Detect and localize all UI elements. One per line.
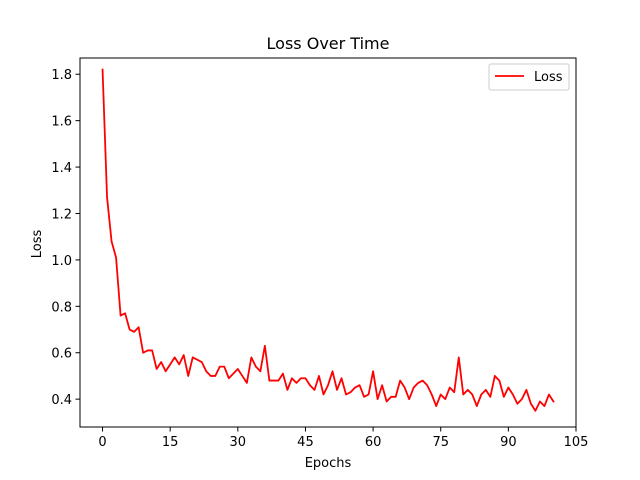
legend-box <box>488 63 570 91</box>
y-tick-label: 1.8 <box>51 68 72 83</box>
series-line-loss <box>101 68 555 412</box>
x-tick-label: 75 <box>432 435 449 450</box>
x-tick-label: 60 <box>365 435 382 450</box>
y-tick-label: 1.0 <box>51 254 72 269</box>
legend-label-loss: Loss <box>534 70 563 85</box>
y-tick-label: 1.4 <box>51 161 72 176</box>
x-tick-label: 0 <box>98 435 106 450</box>
x-tick-label: 105 <box>564 435 589 450</box>
x-tick-label: 30 <box>230 435 247 450</box>
y-tick-label: 1.2 <box>51 207 72 222</box>
x-tick-label: 15 <box>162 435 179 450</box>
legend: Loss <box>488 63 570 91</box>
y-axis-label: Loss <box>30 230 45 259</box>
axes-frame <box>79 57 577 428</box>
x-axis-label: Epochs <box>305 456 352 471</box>
y-tick-label: 0.6 <box>51 347 72 362</box>
y-tick-label: 1.6 <box>51 115 72 130</box>
x-tick-label: 45 <box>297 435 314 450</box>
y-tick-label: 0.4 <box>51 393 72 408</box>
chart-title: Loss Over Time <box>267 34 390 53</box>
x-tick-label: 90 <box>500 435 517 450</box>
y-tick-label: 0.8 <box>51 300 72 315</box>
plot-area: 0 15 30 45 60 75 90 105 0.4 0.6 0.8 1.0 1.2 1.4 1.6 1.8 <box>51 57 589 450</box>
